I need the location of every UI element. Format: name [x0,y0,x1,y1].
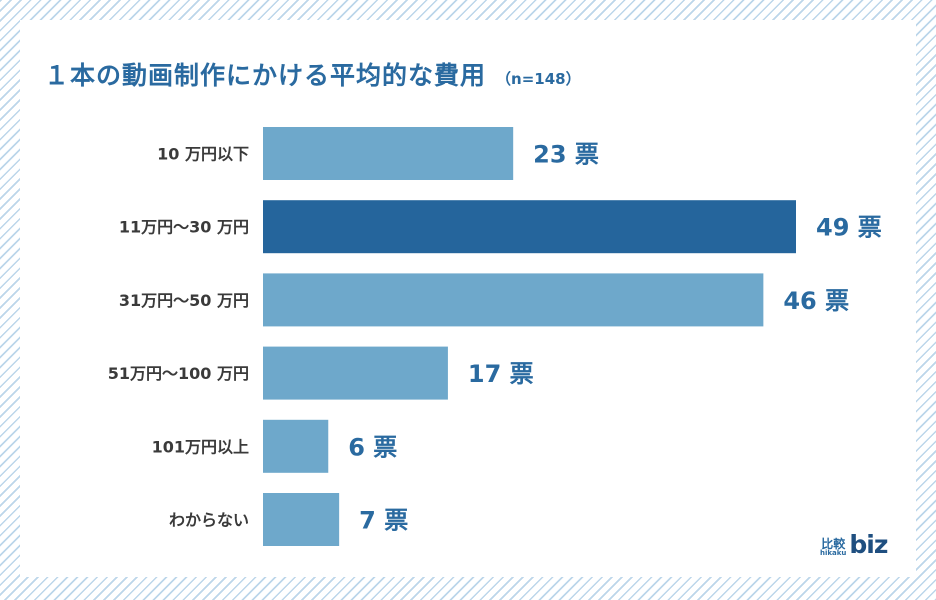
value-label-3: 46 票 [783,287,849,315]
category-label-4: 51万円～100 万円 [108,364,249,383]
bar-1 [263,127,514,180]
category-label-6: わからない [169,511,249,530]
category-label-5: 101万円以上 [152,437,249,456]
category-label-3: 31万円～50 万円 [119,291,249,310]
hikaku-biz-logo: 比較 hikaku biz [820,530,888,559]
value-label-1: 23 票 [533,141,599,169]
logo-kanji: 比較 hikaku [820,538,846,557]
chart-subtitle: （n=148） [496,70,581,88]
bar-3 [263,273,764,327]
bar-6 [263,493,340,546]
value-label-4: 17 票 [468,360,534,388]
value-label-2: 49 票 [816,214,882,242]
value-label-6: 7 票 [359,507,408,535]
category-label-2: 11万円～30 万円 [119,218,249,237]
logo-word: biz [849,530,888,559]
category-label-1: 10 万円以下 [157,145,249,164]
title-row: １本の動画制作にかける平均的な費用 （n=148） [44,56,581,96]
bar-2 [263,200,796,254]
bar-5 [263,419,329,473]
logo-kanji-text: 比較 [821,536,846,551]
chart-title: １本の動画制作にかける平均的な費用 [44,61,487,90]
logo-kana-text: hikaku [820,548,847,557]
bar-4 [263,346,448,400]
value-label-5: 6 票 [348,433,397,461]
